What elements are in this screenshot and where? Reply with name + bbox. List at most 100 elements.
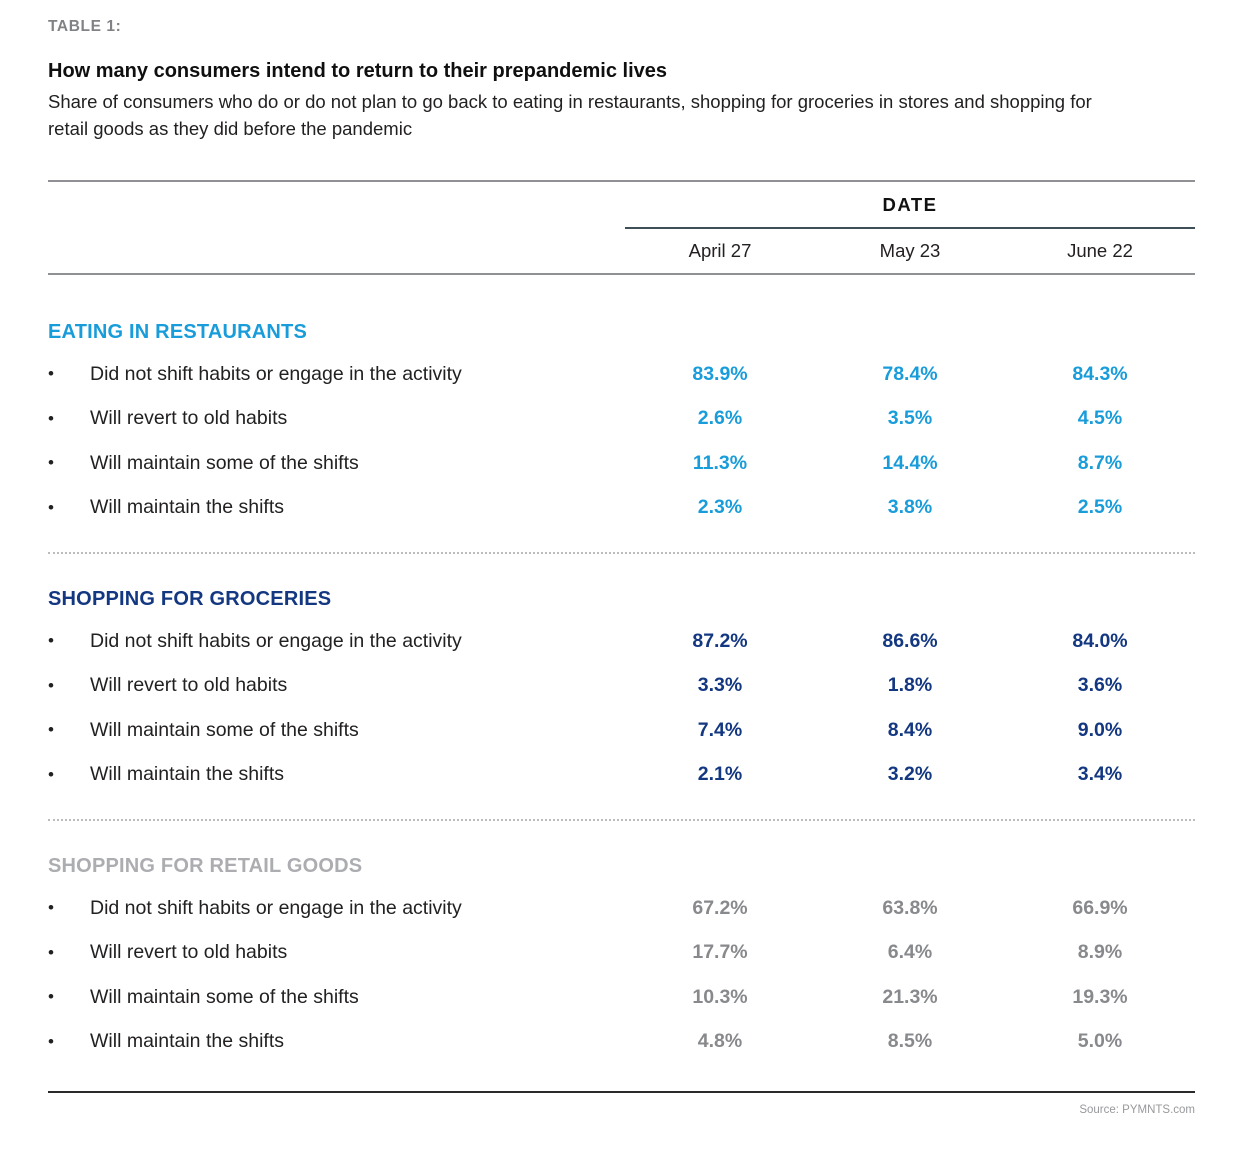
table-row: • Will maintain the shifts 2.3% 3.8% 2.5… [48, 486, 1195, 531]
value-cell: 5.0% [1077, 1030, 1123, 1053]
row-label: Will revert to old habits [90, 407, 288, 430]
value-cell: 2.5% [1077, 496, 1123, 519]
row-label-cell: • Did not shift habits or engage in the … [48, 897, 625, 920]
bullet-icon: • [48, 720, 54, 740]
value-cell: 8.4% [887, 718, 933, 741]
row-label-cell: • Will maintain some of the shifts [48, 452, 625, 475]
row-label: Will maintain some of the shifts [90, 718, 359, 741]
source-credit: Source: PYMNTS.com [1079, 1104, 1195, 1116]
date-group-header: DATE [625, 182, 1195, 229]
table-row: • Will revert to old habits 2.6% 3.5% 4.… [48, 397, 1195, 442]
row-label: Will maintain some of the shifts [90, 451, 359, 474]
value-cell: 8.9% [1077, 941, 1123, 964]
value-cell: 3.5% [887, 407, 933, 430]
table-subtitle: Share of consumers who do or do not plan… [48, 91, 1092, 139]
value-cell: 3.8% [887, 496, 933, 519]
row-label: Will maintain the shifts [90, 1030, 284, 1053]
bullet-icon: • [48, 675, 54, 695]
value-cell: 4.8% [697, 1030, 743, 1053]
section-header: SHOPPING FOR RETAIL GOODS [48, 855, 363, 877]
row-label: Did not shift habits or engage in the ac… [90, 629, 462, 652]
table-row: • Will maintain some of the shifts 7.4% … [48, 708, 1195, 753]
value-cell: 14.4% [882, 451, 938, 474]
value-cell: 2.6% [697, 407, 743, 430]
row-label: Will maintain the shifts [90, 763, 284, 786]
row-label: Will maintain some of the shifts [90, 985, 359, 1008]
section-rows: • Did not shift habits or engage in the … [48, 352, 1195, 530]
column-header-april-27: April 27 [688, 240, 752, 261]
table-row: • Will maintain the shifts 4.8% 8.5% 5.0… [48, 1020, 1195, 1065]
table-row: • Will revert to old habits 3.3% 1.8% 3.… [48, 664, 1195, 709]
table-row: • Did not shift habits or engage in the … [48, 352, 1195, 397]
column-header-june-22: June 22 [1067, 240, 1133, 261]
value-cell: 2.1% [697, 763, 743, 786]
row-label-cell: • Did not shift habits or engage in the … [48, 363, 625, 386]
table-row: • Did not shift habits or engage in the … [48, 886, 1195, 931]
value-cell: 3.6% [1077, 674, 1123, 697]
table-row: • Will revert to old habits 17.7% 6.4% 8… [48, 931, 1195, 976]
section-rows: • Did not shift habits or engage in the … [48, 619, 1195, 797]
row-label-cell: • Will maintain the shifts [48, 1030, 625, 1053]
row-label: Will revert to old habits [90, 674, 288, 697]
value-cell: 3.4% [1077, 763, 1123, 786]
value-cell: 3.3% [697, 674, 743, 697]
value-cell: 86.6% [882, 629, 938, 652]
row-label-cell: • Will maintain the shifts [48, 763, 625, 786]
table-row: • Did not shift habits or engage in the … [48, 619, 1195, 664]
dotted-divider [48, 552, 1195, 554]
row-label: Did not shift habits or engage in the ac… [90, 362, 462, 385]
table-row: • Will maintain some of the shifts 11.3%… [48, 441, 1195, 486]
row-label: Will maintain the shifts [90, 496, 284, 519]
value-cell: 4.5% [1077, 407, 1123, 430]
value-cell: 8.7% [1077, 451, 1123, 474]
value-cell: 8.5% [887, 1030, 933, 1053]
bullet-icon: • [48, 987, 54, 1007]
value-cell: 19.3% [1072, 985, 1128, 1008]
bullet-icon: • [48, 497, 54, 517]
column-header-row: April 27 May 23 June 22 [48, 229, 1195, 275]
bottom-divider [48, 1091, 1195, 1093]
value-cell: 87.2% [692, 629, 748, 652]
top-divider [48, 180, 1195, 182]
row-label-cell: • Will maintain some of the shifts [48, 719, 625, 742]
bullet-icon: • [48, 631, 54, 651]
bullet-icon: • [48, 453, 54, 473]
section-header: EATING IN RESTAURANTS [48, 321, 308, 343]
row-label-cell: • Will revert to old habits [48, 941, 625, 964]
table-row: • Will maintain the shifts 2.1% 3.2% 3.4… [48, 753, 1195, 798]
value-cell: 67.2% [692, 896, 748, 919]
section-shopping-for-groceries: SHOPPING FOR GROCERIES • Did not shift h… [48, 587, 1195, 797]
value-cell: 17.7% [692, 941, 748, 964]
column-header-may-23: May 23 [879, 240, 941, 261]
value-cell: 1.8% [887, 674, 933, 697]
bullet-icon: • [48, 764, 54, 784]
value-cell: 84.3% [1072, 362, 1128, 385]
bullet-icon: • [48, 408, 54, 428]
bullet-icon: • [48, 1031, 54, 1051]
table-title: How many consumers intend to return to t… [48, 60, 668, 82]
bullet-icon: • [48, 364, 54, 384]
value-cell: 63.8% [882, 896, 938, 919]
value-cell: 83.9% [692, 362, 748, 385]
table-label: TABLE 1: [48, 18, 122, 35]
dotted-divider [48, 819, 1195, 821]
bullet-icon: • [48, 898, 54, 918]
value-cell: 11.3% [692, 451, 748, 474]
value-cell: 7.4% [697, 718, 743, 741]
value-cell: 2.3% [697, 496, 743, 519]
value-cell: 10.3% [692, 985, 748, 1008]
bullet-icon: • [48, 942, 54, 962]
section-rows: • Did not shift habits or engage in the … [48, 886, 1195, 1064]
row-label-cell: • Will maintain some of the shifts [48, 986, 625, 1009]
value-cell: 3.2% [887, 763, 933, 786]
table-row: • Will maintain some of the shifts 10.3%… [48, 975, 1195, 1020]
date-group-row: DATE [48, 182, 1195, 229]
report-table-figure: TABLE 1: How many consumers intend to re… [0, 18, 1236, 1116]
value-cell: 21.3% [882, 985, 938, 1008]
value-cell: 9.0% [1077, 718, 1123, 741]
value-cell: 84.0% [1072, 629, 1128, 652]
value-cell: 66.9% [1072, 896, 1128, 919]
row-label-cell: • Will revert to old habits [48, 407, 625, 430]
row-label: Will revert to old habits [90, 941, 288, 964]
row-label-cell: • Did not shift habits or engage in the … [48, 630, 625, 653]
